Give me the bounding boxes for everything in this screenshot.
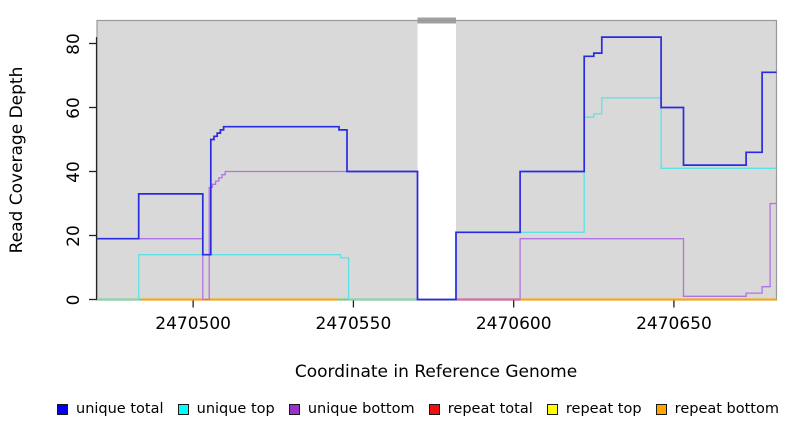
legend-label: repeat top [565,401,642,417]
y-tick-label: 60 [64,96,84,119]
y-tick-label: 0 [64,294,84,305]
x-axis-title: Coordinate in Reference Genome [294,362,578,382]
x-tick-label: 2470550 [315,314,392,334]
y-tick-label: 40 [64,160,84,183]
legend-label: repeat total [447,401,533,417]
legend-item-repeat-total: repeat total [428,401,533,417]
y-axis-title: Read Coverage Depth [7,66,27,254]
legend-item-unique-top: unique top [177,401,275,417]
legend-swatch-icon [546,403,558,415]
legend: unique total unique top unique bottom repea… [57,400,779,418]
x-tick-label: 2470650 [636,314,712,334]
legend-label: repeat bottom [674,401,779,417]
legend-item-unique-bottom: unique bottom [288,401,415,417]
legend-label: unique top [196,401,275,417]
legend-label: unique total [76,401,164,417]
legend-item-repeat-top: repeat top [546,401,642,417]
legend-swatch-icon [57,403,68,415]
legend-item-repeat-bottom: repeat bottom [655,401,779,417]
no-data-gap [417,20,456,300]
legend-swatch-icon [655,403,667,415]
y-tick-label: 20 [64,224,84,247]
y-tick-label: 80 [64,32,84,55]
legend-item-unique-total: unique total [57,401,164,417]
legend-swatch-icon [428,403,440,415]
legend-swatch-icon [177,403,189,415]
legend-label: unique bottom [307,401,415,417]
x-tick-label: 2470500 [155,314,231,334]
legend-swatch-icon [288,403,300,415]
x-tick-label: 2470600 [475,314,552,334]
series-unique-total-line [97,36,777,301]
